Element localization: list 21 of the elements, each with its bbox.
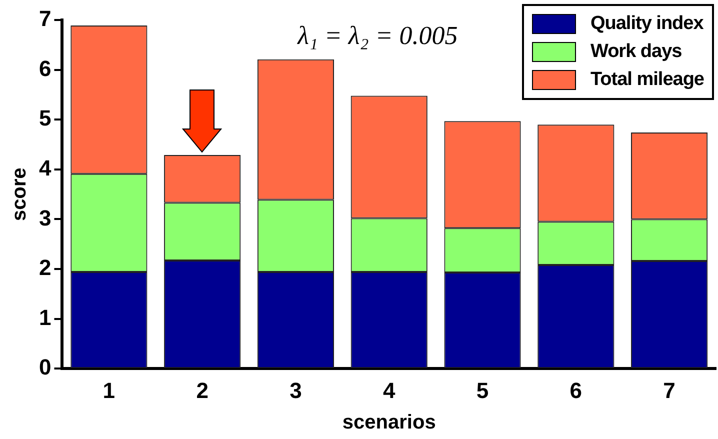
y-tick-label: 6: [38, 56, 52, 81]
legend-label: Total mileage: [590, 69, 704, 91]
legend-label: Work days: [590, 41, 682, 63]
y-tick-label: 3: [38, 205, 52, 230]
x-tick-label: 2: [196, 378, 208, 403]
y-tick-label: 1: [38, 304, 52, 330]
y-tick-label: 2: [38, 255, 52, 280]
x-tick-label: 7: [663, 378, 676, 403]
y-tick-label: 0: [38, 354, 52, 380]
y-tick-label: 4: [38, 155, 52, 180]
annotation: λ₁ = λ₂ = 0.005: [296, 20, 458, 50]
y-axis-title: score: [8, 168, 31, 221]
x-tick-label: 5: [476, 378, 489, 403]
x-tick-label: 4: [382, 378, 396, 403]
y-tick-label: 7: [38, 6, 52, 32]
x-tick-label: 6: [570, 378, 582, 403]
x-tick-label: 1: [102, 378, 116, 403]
y-tick-label: 5: [38, 106, 52, 131]
x-tick-label: 3: [290, 378, 302, 403]
x-axis-title: scenarios: [342, 412, 436, 434]
legend-label: Quality index: [590, 13, 704, 35]
